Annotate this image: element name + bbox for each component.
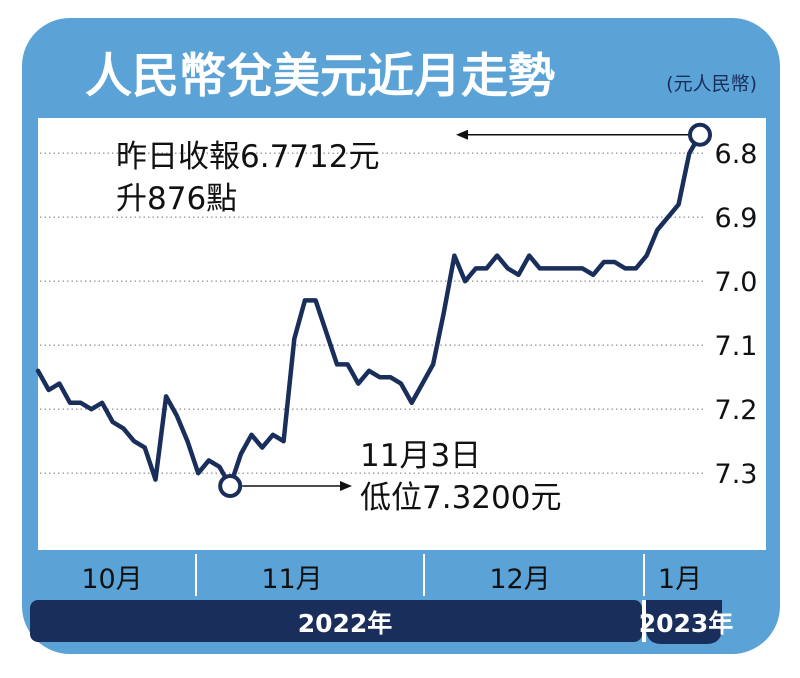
month-label: 12月 — [489, 564, 550, 595]
chart-title: 人民幣兌美元近月走勢 — [85, 49, 555, 104]
unit-label: (元人民幣) — [666, 73, 757, 95]
annotation-arrowhead — [340, 481, 352, 491]
annotation-latest-text: 昨日收報6.7712元 — [116, 139, 379, 175]
y-tick-label: 6.8 — [715, 139, 758, 170]
y-tick-label: 7.1 — [715, 331, 758, 362]
y-axis-ticks: 6.8 6.9 7.0 7.1 7.2 7.3 — [715, 139, 758, 490]
month-label: 10月 — [81, 564, 142, 595]
annotation-arrowhead — [456, 129, 468, 140]
y-tick-label: 6.9 — [715, 203, 758, 234]
year-labels: 2022年 2023年 — [298, 609, 734, 638]
series-group — [35, 132, 703, 489]
month-band — [38, 552, 766, 598]
y-tick-label: 7.3 — [715, 459, 758, 490]
month-labels: 10月 11月 12月 1月 — [81, 564, 702, 595]
plot-area — [38, 118, 766, 550]
month-label: 1月 — [658, 564, 702, 595]
grid — [40, 152, 706, 474]
annotation-latest-text: 升876點 — [116, 181, 237, 217]
year-band-2022 — [30, 600, 642, 642]
year-label: 2023年 — [639, 609, 734, 638]
y-tick-label: 7.2 — [715, 395, 758, 426]
latest-marker — [688, 122, 712, 147]
year-band-2023 — [646, 600, 722, 644]
month-dividers — [195, 554, 645, 596]
y-tick-label: 7.0 — [715, 267, 758, 298]
year-label: 2022年 — [298, 609, 393, 638]
annotation-low-text: 低位7.3200元 — [360, 480, 561, 516]
month-label: 11月 — [261, 564, 322, 595]
annotation-low-text: 11月3日 — [360, 438, 481, 474]
series-line — [35, 132, 703, 489]
year-band-separator — [642, 600, 646, 642]
low-marker — [218, 474, 243, 498]
